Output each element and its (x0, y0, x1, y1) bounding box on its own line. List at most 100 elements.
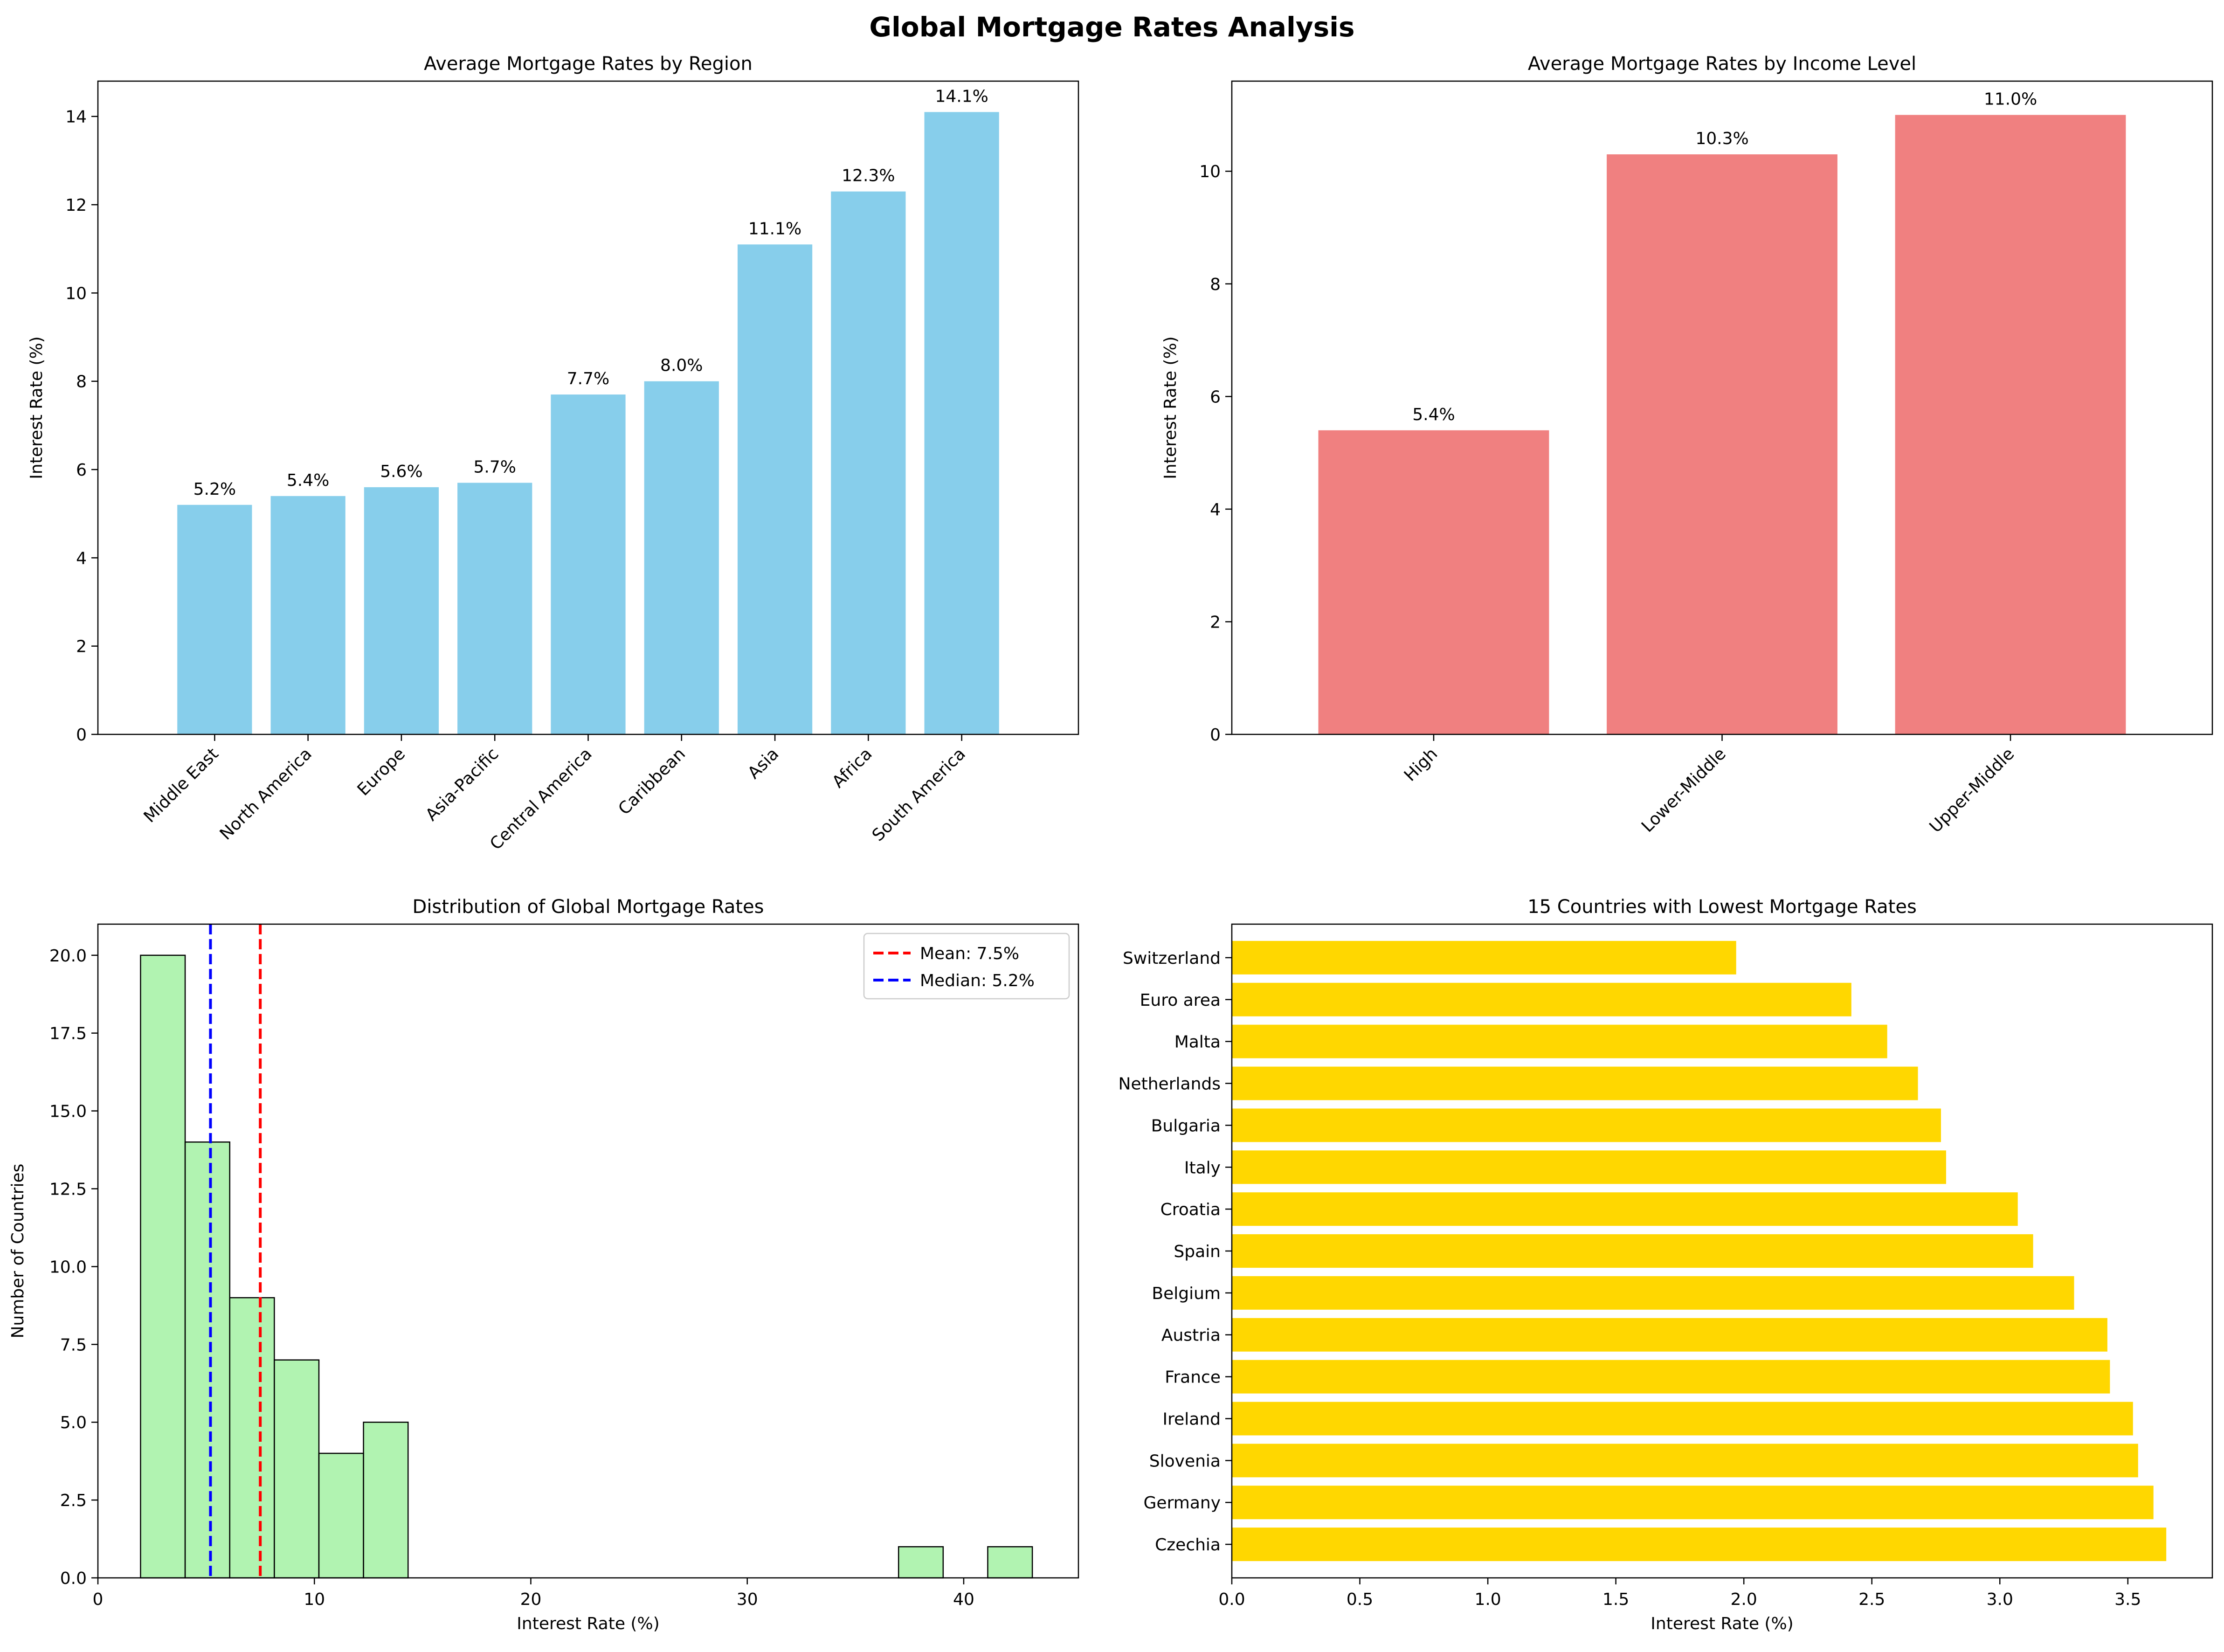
bar (270, 496, 345, 734)
bar (1232, 1150, 1946, 1184)
y-tick-label: 15.0 (49, 1102, 87, 1121)
y-tick-label: 2.5 (60, 1491, 87, 1510)
y-tick-label: Belgium (1152, 1284, 1221, 1303)
x-tick-label: Asia (744, 744, 782, 782)
bar-value-label: 5.7% (473, 457, 516, 477)
y-tick-label: 0 (76, 726, 87, 745)
bar-value-label: 11.0% (1984, 90, 2037, 109)
histogram-title: Distribution of Global Mortgage Rates (413, 896, 764, 918)
y-tick-label: Slovenia (1149, 1452, 1221, 1471)
y-tick-label: 10.0 (49, 1258, 87, 1277)
region-bar-chart: Average Mortgage Rates by Region Interes… (27, 53, 1079, 854)
income-chart-title: Average Mortgage Rates by Income Level (1528, 53, 1916, 75)
bar-value-label: 14.1% (935, 87, 988, 106)
y-tick-label: 4 (76, 549, 87, 568)
axes-frame (1231, 923, 2213, 1579)
histogram-bin (184, 1141, 230, 1579)
bar-value-label: 5.2% (193, 480, 236, 499)
axes-frame (97, 923, 1079, 1579)
y-tick-label: Switzerland (1123, 949, 1221, 968)
region-chart-title: Average Mortgage Rates by Region (424, 53, 753, 75)
bar (644, 381, 719, 734)
x-tick-label: 1.5 (1602, 1590, 1629, 1609)
x-tick-label: High (1401, 744, 1442, 785)
axes-frame (97, 80, 1079, 735)
x-tick-label: Caribbean (615, 744, 690, 819)
region-y-axis-label: Interest Rate (%) (27, 336, 46, 479)
y-tick-label: France (1165, 1368, 1221, 1387)
y-tick-label: Croatia (1160, 1200, 1221, 1219)
bar (1318, 430, 1549, 734)
bar (1232, 1108, 1941, 1142)
histogram-bin (363, 1421, 409, 1579)
x-tick-label: North America (216, 744, 316, 843)
bar-value-label: 10.3% (1695, 129, 1748, 148)
legend-box (863, 933, 1070, 1000)
x-tick-label: Asia-Pacific (422, 744, 502, 824)
bar (177, 505, 252, 734)
x-tick-label: 1.0 (1474, 1590, 1501, 1609)
y-tick-label: 17.5 (49, 1024, 87, 1044)
y-tick-label: Czechia (1155, 1535, 1221, 1555)
y-tick-label: 0 (1210, 726, 1221, 745)
y-tick-label: 6 (1210, 387, 1221, 407)
y-tick-label: Netherlands (1119, 1075, 1221, 1094)
legend-label: Mean: 7.5% (920, 944, 1019, 963)
x-tick-label: Central America (486, 744, 596, 854)
bar (1232, 1402, 2133, 1436)
histogram-x-axis-label: Interest Rate (%) (517, 1614, 659, 1633)
figure-title: Global Mortgage Rates Analysis (869, 11, 1354, 43)
x-tick-label: 0 (93, 1590, 104, 1609)
bar-value-label: 5.6% (380, 462, 422, 481)
x-tick-label: 2.0 (1731, 1590, 1757, 1609)
rate-histogram: Distribution of Global Mortgage Rates In… (8, 896, 1079, 1633)
y-tick-label: 12.5 (49, 1180, 87, 1199)
histogram-bin (898, 1546, 944, 1579)
histogram-bin (229, 1297, 275, 1579)
x-tick-label: South America (869, 744, 969, 845)
y-tick-label: 10 (65, 284, 87, 303)
bar (1232, 1486, 2154, 1520)
bar (364, 487, 439, 734)
y-tick-label: 2 (76, 637, 87, 657)
y-tick-label: Bulgaria (1151, 1116, 1221, 1135)
x-tick-label: 3.0 (1987, 1590, 2013, 1609)
x-tick-label: 3.5 (2114, 1590, 2141, 1609)
income-bar-chart: Average Mortgage Rates by Income Level I… (1161, 53, 2213, 836)
x-tick-label: Upper-Middle (1926, 744, 2018, 836)
x-tick-label: 0.0 (1218, 1590, 1245, 1609)
bar (1232, 1192, 2018, 1226)
x-tick-label: 30 (737, 1590, 758, 1609)
bar (1232, 940, 1736, 975)
axes-frame (1231, 80, 2213, 735)
bar-value-label: 12.3% (842, 166, 895, 186)
bar (1232, 1024, 1887, 1058)
y-tick-label: 20.0 (49, 947, 87, 966)
histogram-bin (318, 1452, 364, 1579)
bar (1895, 115, 2126, 734)
bar (1232, 1318, 2107, 1352)
x-tick-label: Africa (829, 744, 876, 792)
x-tick-label: Lower-Middle (1638, 744, 1730, 836)
histogram-bin (140, 954, 186, 1579)
y-tick-label: 5.0 (60, 1413, 87, 1432)
bar (1232, 1276, 2074, 1310)
bar-value-label: 5.4% (287, 471, 329, 490)
bar (924, 112, 999, 734)
bar (1607, 154, 1837, 735)
bar (551, 394, 626, 734)
bar-value-label: 11.1% (748, 219, 801, 238)
y-tick-label: Germany (1144, 1493, 1221, 1513)
y-tick-label: 8 (76, 373, 87, 392)
x-tick-label: 0.5 (1347, 1590, 1373, 1609)
bar (1232, 1234, 2033, 1268)
bar (457, 483, 532, 734)
histogram-bin (274, 1359, 320, 1579)
legend-label: Median: 5.2% (920, 971, 1035, 990)
bar-value-label: 8.0% (660, 356, 703, 375)
bar-value-label: 5.4% (1412, 405, 1455, 424)
lowest-x-axis-label: Interest Rate (%) (1651, 1614, 1793, 1633)
y-tick-label: Austria (1161, 1326, 1221, 1345)
y-tick-label: 12 (65, 196, 87, 215)
y-tick-label: Ireland (1162, 1410, 1221, 1429)
